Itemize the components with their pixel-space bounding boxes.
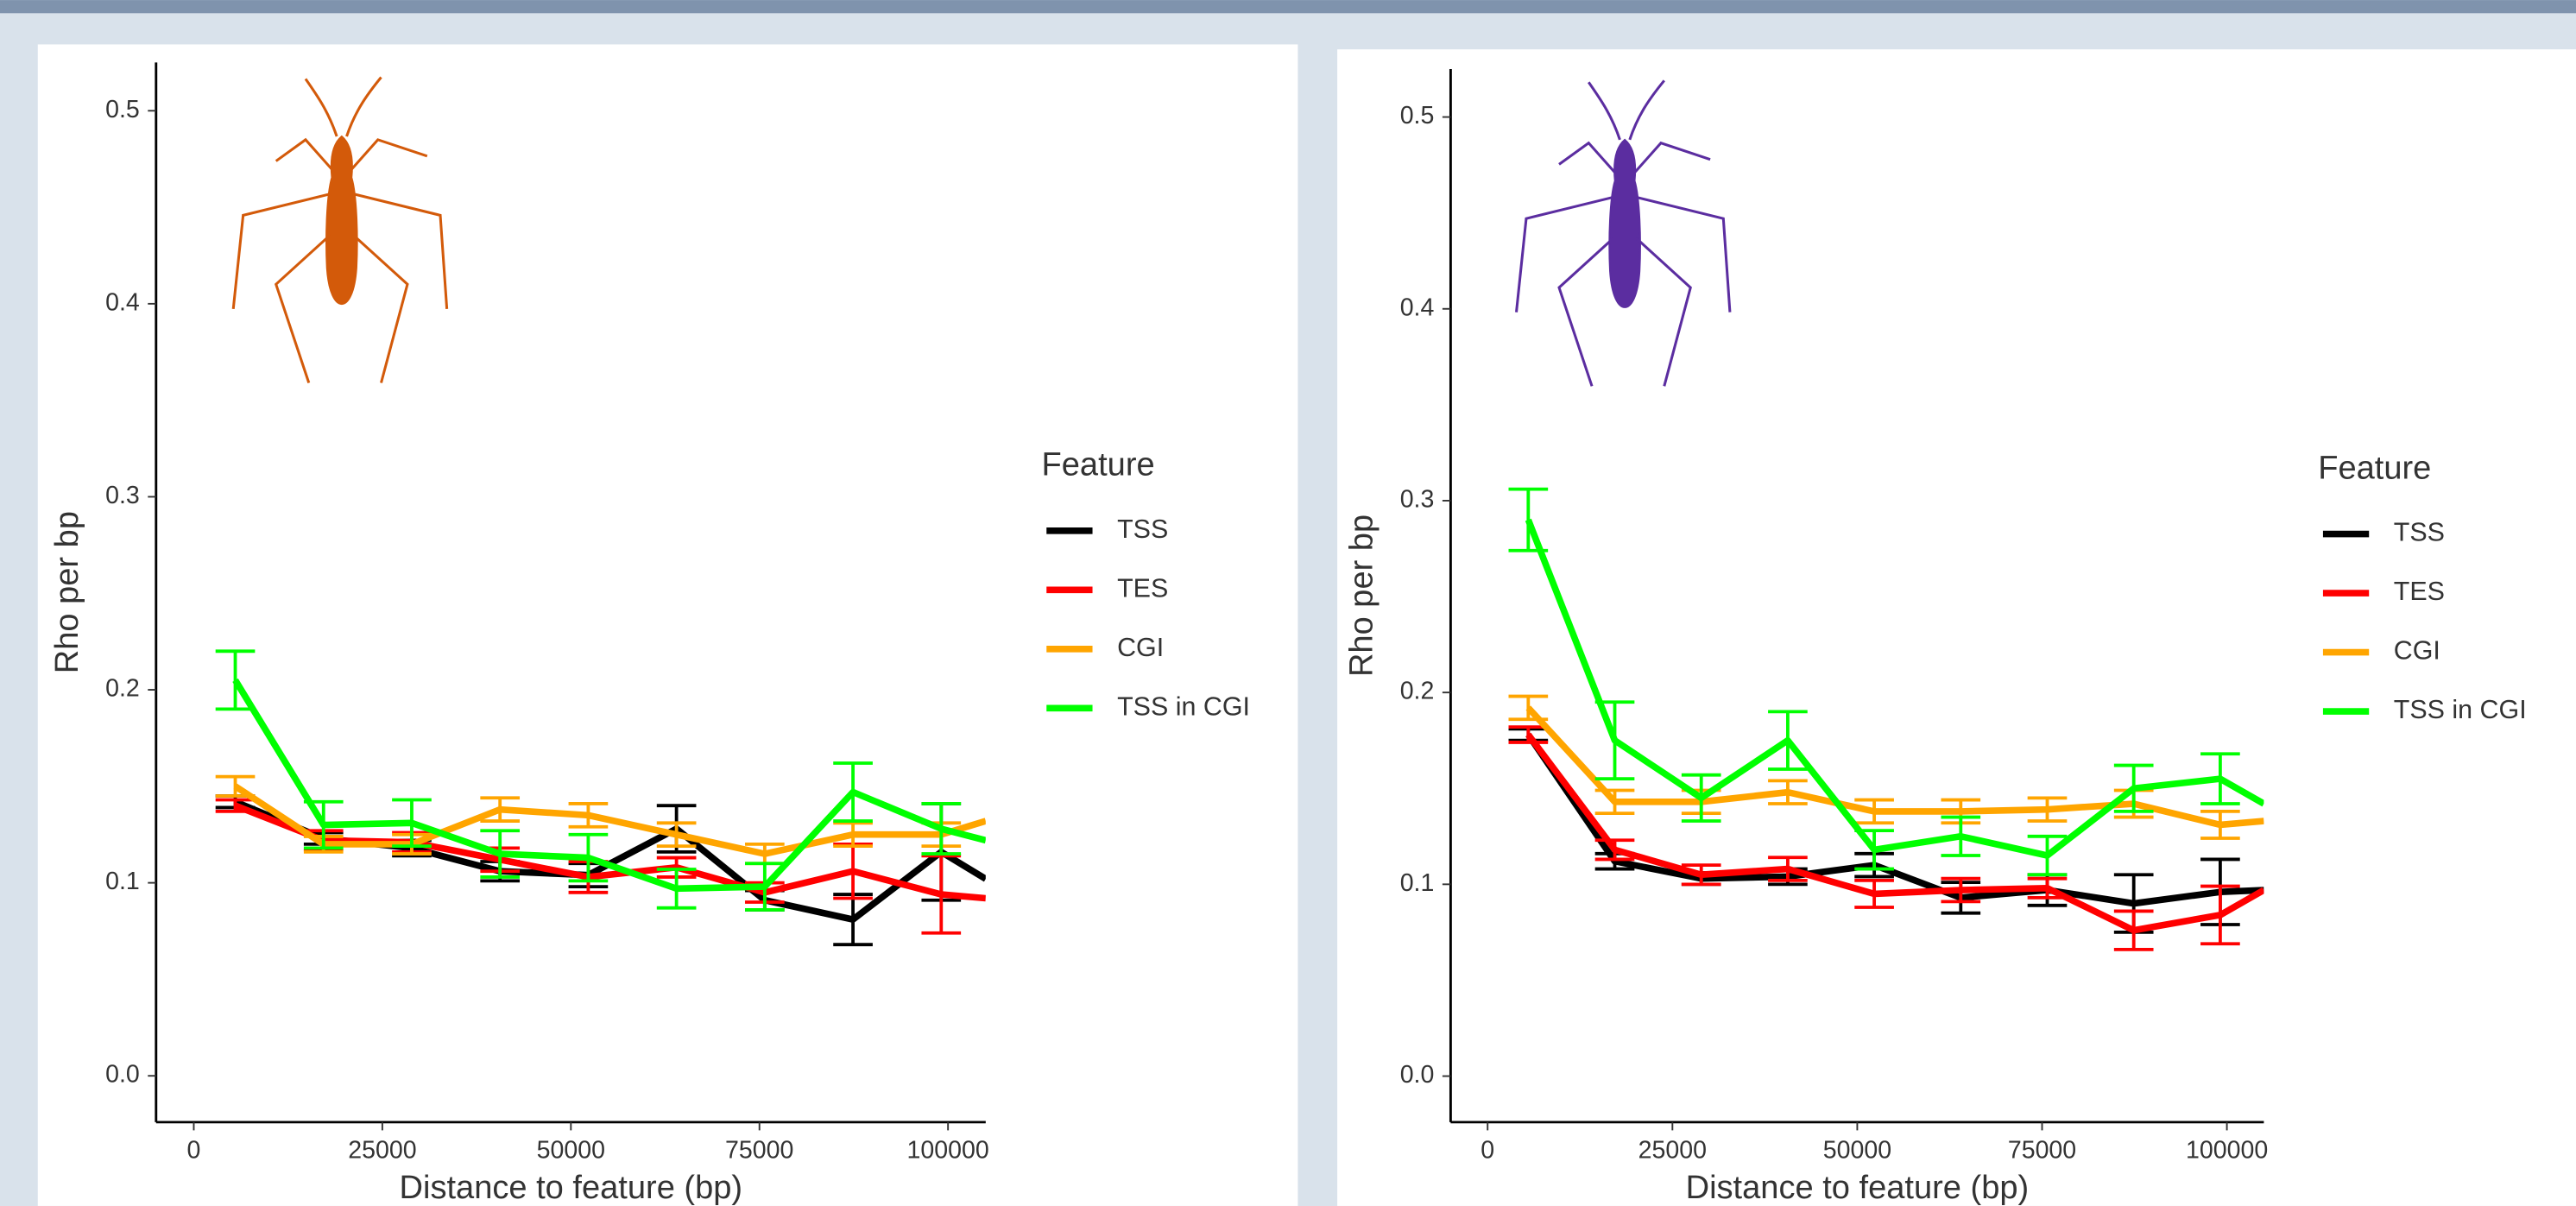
y-tick-label: 0.3	[1400, 485, 1435, 513]
series-line	[233, 783, 986, 857]
series-line	[232, 678, 986, 893]
legend-label: TSS	[2394, 518, 2445, 547]
y-tick-label: 0.0	[1400, 1061, 1435, 1089]
legend-label: CGI	[2394, 636, 2440, 666]
legend-title: Feature	[1042, 447, 1155, 483]
plot-area	[215, 649, 986, 947]
x-tick-label: 50000	[537, 1137, 605, 1165]
x-tick-label: 100000	[2186, 1137, 2268, 1165]
y-tick-label: 0.1	[105, 868, 140, 895]
legend-label: CGI	[1117, 633, 1164, 662]
chart: 0.0 0.1 0.2 0.3 0.4 0.5 0 25000 50000 75000 100000…	[49, 62, 1250, 1206]
error-bar-shape	[215, 649, 256, 711]
y-tick-label: 0.2	[105, 675, 140, 703]
x-tick-label: 75000	[725, 1137, 793, 1165]
x-tick-label: 0	[1481, 1137, 1494, 1165]
y-tick-label: 0.1	[1400, 869, 1435, 897]
legend-label: TSS in CGI	[1117, 691, 1250, 721]
y-tick-label: 0.4	[105, 288, 140, 316]
y-tick-label: 0.0	[105, 1061, 140, 1089]
series-line	[1525, 732, 2264, 907]
x-tick-label: 50000	[1823, 1137, 1891, 1165]
x-axis-label: Distance to feature (bp)	[1686, 1170, 2030, 1206]
x-tick-label: 25000	[348, 1137, 416, 1165]
y-tick-label: 0.2	[1400, 678, 1435, 705]
legend-label: TES	[1117, 573, 1168, 603]
y-axis-label: Rho per bp	[49, 511, 85, 673]
legend-title: Feature	[2318, 450, 2431, 486]
legend-label: TES	[2394, 577, 2445, 606]
x-tick-label: 100000	[907, 1137, 989, 1165]
panel	[1337, 49, 2576, 1206]
legend-label: TSS	[1117, 515, 1168, 544]
legend-label: TSS in CGI	[2394, 695, 2527, 724]
x-tick-label: 25000	[1638, 1137, 1707, 1165]
top-bar	[0, 0, 2576, 14]
plot-area	[1508, 487, 2264, 951]
y-tick-label: 0.4	[1400, 294, 1435, 321]
chart: 0.0 0.1 0.2 0.3 0.4 0.5 0 25000 50000 75000 100000…	[1344, 69, 2527, 1206]
series-line	[1525, 705, 2264, 829]
series-line	[1525, 732, 2264, 934]
x-tick-label: 75000	[2008, 1137, 2076, 1165]
x-axis-label: Distance to feature (bp)	[400, 1170, 743, 1206]
y-tick-label: 0.3	[105, 482, 140, 509]
y-tick-label: 0.5	[105, 96, 140, 123]
panel	[37, 44, 1298, 1206]
series-line	[1525, 518, 2264, 859]
y-axis-label: Rho per bp	[1344, 515, 1380, 677]
error-bar	[215, 649, 256, 711]
x-tick-label: 0	[187, 1137, 201, 1165]
y-tick-label: 0.5	[1400, 102, 1435, 129]
